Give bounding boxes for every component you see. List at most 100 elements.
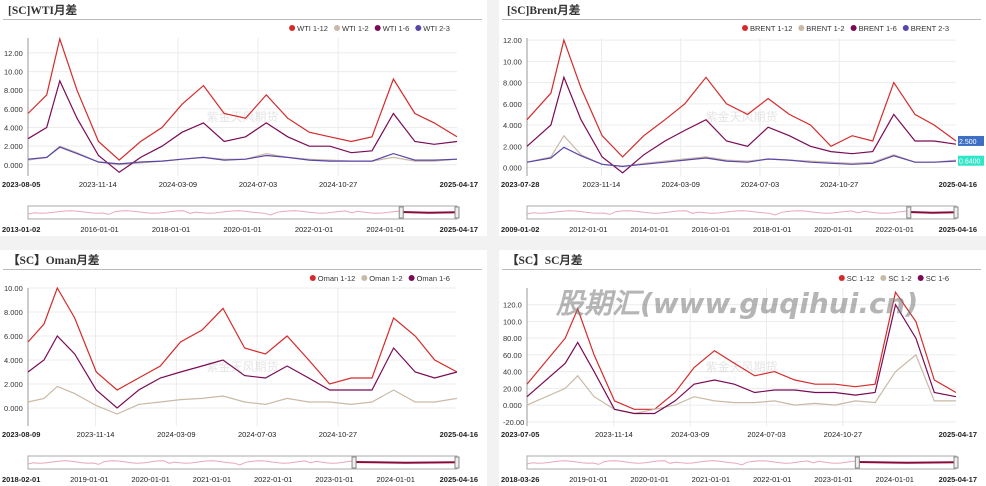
navigator-right-handle[interactable] (953, 456, 959, 469)
axis-value-marker-label: 0.6400 (959, 159, 981, 166)
navigator-history-line (27, 460, 355, 466)
navigator-date-label: 2020-01-01 (814, 225, 852, 234)
x-tick-label: 2023-08-09 (2, 430, 40, 439)
navigator-left-handle[interactable] (351, 456, 357, 469)
navigator-selected-line (401, 211, 458, 214)
x-tick-label: 2023-07-05 (501, 430, 539, 439)
navigator-left-handle[interactable] (854, 456, 860, 469)
navigator-date-label: 2020-01-01 (131, 475, 169, 484)
legend-item[interactable]: Oman 1-6 (417, 274, 450, 283)
navigator-selected-line (908, 211, 957, 214)
legend-item[interactable]: WTI 2-3 (423, 24, 450, 33)
legend-marker-icon[interactable] (374, 25, 381, 31)
y-tick-label: 20.00 (503, 384, 522, 393)
legend-item[interactable]: SC 1-12 (847, 274, 875, 283)
y-tick-label: 10.00 (4, 284, 23, 293)
oman-chart: 【SC】Oman月差 0.000 2.000 4.000 6.000 8.000 10.00… (2, 253, 482, 484)
legend-item[interactable]: WTI 1-12 (297, 24, 328, 33)
legend-item[interactable]: BRENT 1-12 (750, 24, 792, 33)
y-tick-label: 10.00 (503, 57, 522, 66)
navigator-left-handle[interactable] (906, 206, 912, 219)
legend-item[interactable]: WTI 1-2 (342, 24, 369, 33)
x-tick-label: 2025-04-17 (939, 430, 977, 439)
legend-item[interactable]: BRENT 2-3 (911, 24, 949, 33)
sc-chart: 【SC】SC月差 -20.00 0.000 20.00 40.00 60.00 80.00 1… (501, 253, 981, 484)
navigator-left-handle[interactable] (398, 206, 404, 219)
series-line-sc-1-2 (526, 353, 956, 415)
navigator-date-label: 2018-02-01 (2, 475, 40, 484)
y-tick-label: 4.000 (4, 356, 23, 365)
y-tick-label: 80.00 (503, 334, 522, 343)
legend-marker-icon[interactable] (838, 275, 845, 281)
y-tick-label: 100.0 (503, 317, 522, 326)
x-tick-label: 2024-03-09 (157, 430, 195, 439)
legend-item[interactable]: SC 1-2 (888, 274, 911, 283)
legend-marker-icon[interactable] (415, 25, 422, 31)
navigator-date-label: 2016-01-01 (80, 225, 118, 234)
x-tick-label: 2025-04-16 (440, 430, 478, 439)
legend-marker-icon[interactable] (289, 25, 296, 31)
navigator-date-label: 2024-01-01 (876, 475, 914, 484)
navigator-date-label: 2021-01-01 (193, 475, 231, 484)
series-line-wti-1-2 (27, 145, 458, 166)
legend-item[interactable]: BRENT 1-6 (859, 24, 897, 33)
navigator-right-handle[interactable] (454, 456, 460, 469)
navigator-date-label: 2018-01-01 (152, 225, 190, 234)
navigator-date-label: 2023-01-01 (315, 475, 353, 484)
legend-marker-icon[interactable] (850, 25, 857, 31)
legend-item[interactable]: BRENT 1-2 (806, 24, 844, 33)
x-tick-label: 2024-10-27 (824, 430, 862, 439)
legend-marker-icon[interactable] (309, 275, 316, 281)
y-tick-label: 2.000 (4, 380, 23, 389)
navigator-date-label: 2025-04-17 (939, 475, 977, 484)
legend-marker-icon[interactable] (408, 275, 415, 281)
chart-title: 【SC】SC月差 (507, 253, 583, 267)
legend-marker-icon[interactable] (334, 25, 340, 31)
y-tick-label: 0.000 (503, 164, 522, 173)
legend-marker-icon[interactable] (798, 25, 805, 31)
navigator-date-label: 2016-01-01 (692, 225, 730, 234)
y-tick-label: 8.000 (4, 308, 23, 317)
navigator-date-label: 2012-01-01 (569, 225, 607, 234)
legend-item[interactable]: SC 1-6 (926, 274, 949, 283)
chart-panel-brent: [SC]Brent月差 0.000 2.000 4.000 6.000 8.000 10.0… (499, 0, 986, 236)
legend-marker-icon[interactable] (902, 25, 909, 31)
legend-marker-icon[interactable] (742, 25, 748, 31)
x-tick-label: 2024-03-09 (159, 180, 197, 189)
navigator-history-line (526, 460, 858, 466)
navigator-date-label: 2019-01-01 (569, 475, 607, 484)
x-tick-label: 2024-07-03 (238, 430, 276, 439)
site-watermark: 股期汇(www.guqihui.cn) (556, 287, 919, 320)
legend-item[interactable]: WTI 1-6 (383, 24, 410, 33)
y-tick-label: 8.000 (503, 79, 522, 88)
navigator-date-label: 2023-01-01 (814, 475, 852, 484)
legend-item[interactable]: Oman 1-2 (369, 274, 402, 283)
chart-title: [SC]WTI月差 (8, 3, 78, 17)
navigator-right-handle[interactable] (953, 206, 959, 219)
axis-value-marker (958, 135, 984, 146)
x-tick-label: 2023-11-14 (77, 430, 115, 439)
y-tick-label: 6.000 (4, 105, 23, 114)
y-tick-label: 12.00 (4, 49, 23, 58)
y-tick-label: 12.00 (503, 36, 522, 45)
legend-marker-icon[interactable] (917, 275, 924, 281)
x-tick-label: 2024-07-03 (741, 180, 779, 189)
legend-item[interactable]: Oman 1-12 (318, 274, 356, 283)
navigator-right-handle[interactable] (454, 206, 460, 219)
legend-marker-icon[interactable] (361, 275, 368, 281)
y-tick-label: 8.000 (4, 86, 23, 95)
chart-panel-wti: [SC]WTI月差 0.000 2.000 4.000 6.000 8.000 10.00 1… (0, 0, 487, 236)
x-tick-label: 2023-11-14 (595, 430, 633, 439)
x-tick-label: 2024-03-09 (671, 430, 709, 439)
y-tick-label: 40.00 (503, 368, 522, 377)
inner-watermark: 紫金天风期货 (206, 109, 278, 124)
chart-title: [SC]Brent月差 (507, 3, 581, 17)
y-tick-label: -20.00 (503, 418, 524, 427)
x-tick-label: 2023-11-14 (79, 180, 117, 189)
navigator-date-label: 2009-01-02 (501, 225, 539, 234)
legend-marker-icon[interactable] (880, 275, 887, 281)
axis-value-marker-label: 2.500 (959, 139, 977, 146)
x-tick-label: 2023-07-28 (501, 180, 539, 189)
series-line-oman-1-2 (27, 385, 458, 415)
series-line-oman-1-6 (27, 335, 458, 409)
